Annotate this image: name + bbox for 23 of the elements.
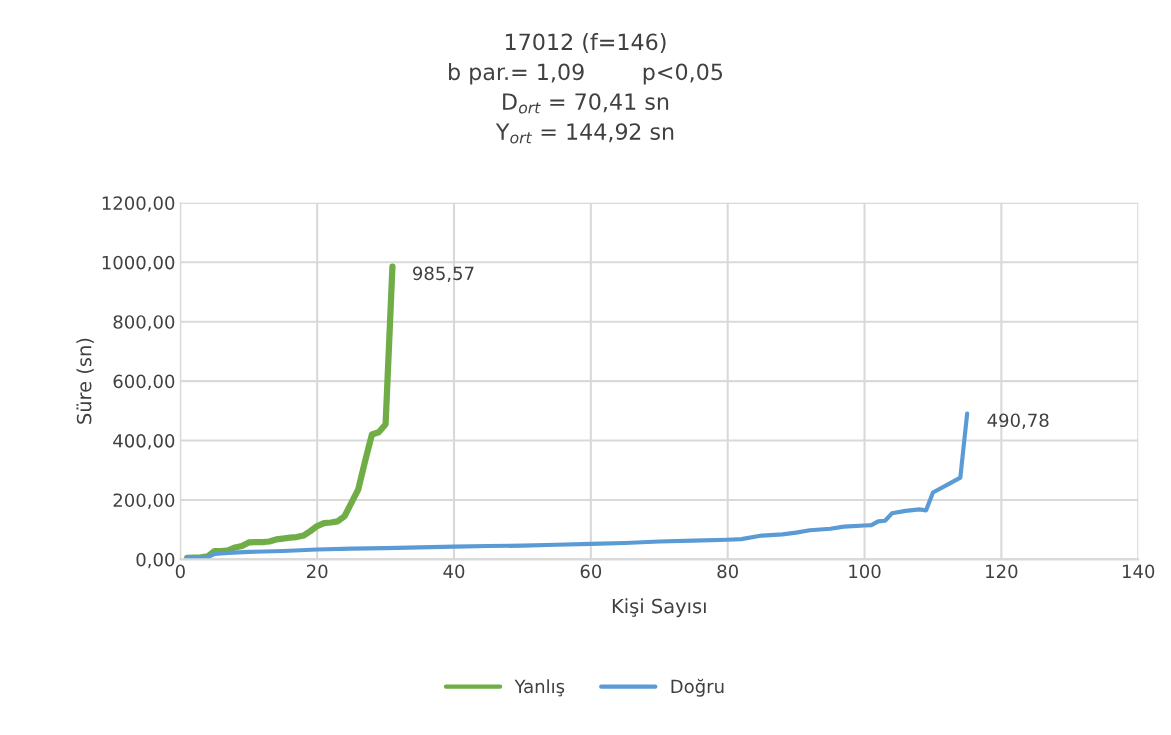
x-tick-label: 80 — [717, 564, 738, 579]
legend-label: Yanlış — [514, 679, 565, 697]
x-tick-label: 140 — [1122, 564, 1155, 579]
x-tick-label: 120 — [986, 564, 1018, 579]
x-tick-label: 40 — [443, 564, 465, 579]
x-tick-label: 20 — [307, 564, 328, 579]
x-tick-label: 0 — [175, 564, 185, 579]
x-axis-title: Kişi Sayısı — [612, 598, 706, 618]
y-tick-label: 600,00 — [113, 374, 175, 391]
legend-label: Doğru — [671, 678, 724, 697]
y-tick-label: 1200,00 — [102, 196, 175, 212]
x-tick-label: 100 — [849, 564, 881, 579]
chart-title: 17012 (f=146) b par.= 1,09 p<0,05 D$_{ort}$ = 70,41 sn Y$_{ort}$ = 144,92 sn — [449, 33, 723, 144]
annotation: 985,57 — [413, 266, 474, 282]
y-tick-label: 200,00 — [113, 493, 175, 509]
x-tick-label: 60 — [580, 564, 602, 579]
y-tick-label: 1000,00 — [102, 255, 175, 272]
y-tick-label: 400,00 — [113, 433, 175, 450]
y-tick-label: 0,00 — [136, 552, 175, 569]
y-axis-title: Süre (sn) — [76, 338, 94, 424]
y-tick-label: 800,00 — [113, 315, 175, 331]
line-series — [185, 411, 970, 560]
annotation: 490,78 — [987, 413, 1049, 429]
